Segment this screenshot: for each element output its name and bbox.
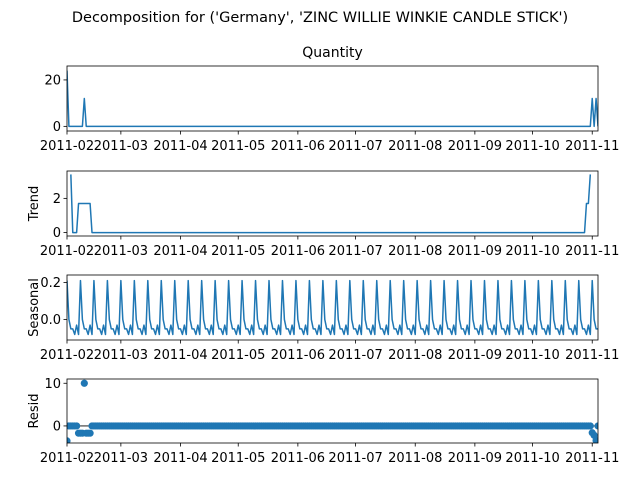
x-tick-label: 2011-04 xyxy=(153,348,207,363)
x-tick-label: 2011-03 xyxy=(94,451,148,466)
x-tick-label: 2011-11 xyxy=(565,348,619,363)
panel-plot-area xyxy=(67,379,598,443)
x-tick-label: 2011-04 xyxy=(153,139,207,154)
panel-frame xyxy=(66,274,599,341)
y-tick-label: 10 xyxy=(44,377,61,392)
resid-point xyxy=(594,422,598,430)
resid-point xyxy=(592,436,598,443)
x-tick-label: 2011-02 xyxy=(40,451,94,466)
x-tick-label: 2011-10 xyxy=(505,348,559,363)
y-tick-label: 2 xyxy=(53,192,61,207)
x-tick-label: 2011-08 xyxy=(388,348,442,363)
x-tick-label: 2011-09 xyxy=(448,348,502,363)
y-axis-label: Trend xyxy=(27,186,42,223)
resid-point xyxy=(86,429,94,437)
x-tick-label: 2011-11 xyxy=(565,139,619,154)
x-tick-label: 2011-07 xyxy=(328,451,382,466)
x-tick-label: 2011-03 xyxy=(94,348,148,363)
y-tick-label: 0.2 xyxy=(40,276,61,291)
resid-point xyxy=(73,422,81,430)
x-tick-label: 2011-06 xyxy=(271,139,325,154)
panel-plot-area xyxy=(67,279,598,336)
x-tick-label: 2011-05 xyxy=(211,348,265,363)
x-tick-label: 2011-10 xyxy=(505,244,559,259)
x-tick-label: 2011-10 xyxy=(505,139,559,154)
panel-plot-area xyxy=(67,70,598,128)
y-axis-label: Resid xyxy=(27,393,42,428)
y-tick-label: 0 xyxy=(53,419,61,434)
x-tick-label: 2011-02 xyxy=(40,139,94,154)
x-tick-label: 2011-02 xyxy=(40,244,94,259)
x-tick-label: 2011-06 xyxy=(271,348,325,363)
panel-frame xyxy=(66,65,599,132)
x-tick-label: 2011-10 xyxy=(505,451,559,466)
x-tick-label: 2011-02 xyxy=(40,348,94,363)
x-tick-label: 2011-08 xyxy=(388,244,442,259)
resid-point xyxy=(80,379,88,387)
x-tick-label: 2011-04 xyxy=(153,244,207,259)
x-tick-label: 2011-04 xyxy=(153,451,207,466)
panel-plot-area xyxy=(70,174,592,234)
x-tick-label: 2011-09 xyxy=(448,244,502,259)
y-tick-label: 0 xyxy=(53,120,61,135)
panel-title: Quantity xyxy=(302,45,363,61)
x-tick-label: 2011-11 xyxy=(565,244,619,259)
x-tick-label: 2011-06 xyxy=(271,244,325,259)
x-tick-label: 2011-08 xyxy=(388,451,442,466)
x-tick-label: 2011-03 xyxy=(94,139,148,154)
seasonal-line xyxy=(67,279,598,336)
x-tick-label: 2011-09 xyxy=(448,451,502,466)
x-tick-label: 2011-08 xyxy=(388,139,442,154)
panel-frame xyxy=(66,378,599,444)
series-line-2-1 xyxy=(70,174,592,234)
resid-point xyxy=(67,437,71,443)
panel-3: 0.0 0.2 2011-02 2011-03 2011-04 2011-05 2011-0… xyxy=(27,274,619,363)
figure-suptitle: Decomposition for ('Germany', 'ZINC WILL… xyxy=(72,10,568,26)
y-tick-label: 0.0 xyxy=(40,313,61,328)
x-tick-label: 2011-05 xyxy=(211,244,265,259)
x-tick-label: 2011-07 xyxy=(328,244,382,259)
x-tick-label: 2011-05 xyxy=(211,139,265,154)
x-tick-label: 2011-09 xyxy=(448,139,502,154)
series-line-1-1 xyxy=(67,70,598,128)
y-tick-label: 0 xyxy=(53,226,61,241)
x-tick-label: 2011-03 xyxy=(94,244,148,259)
panel-frame xyxy=(66,170,599,237)
x-tick-label: 2011-07 xyxy=(328,348,382,363)
x-tick-label: 2011-06 xyxy=(271,451,325,466)
y-tick-label: 20 xyxy=(44,73,61,88)
resid-point xyxy=(586,422,594,430)
x-tick-label: 2011-05 xyxy=(211,451,265,466)
x-tick-label: 2011-07 xyxy=(328,139,382,154)
x-tick-label: 2011-11 xyxy=(565,451,619,466)
y-axis-label: Seasonal xyxy=(27,278,42,337)
